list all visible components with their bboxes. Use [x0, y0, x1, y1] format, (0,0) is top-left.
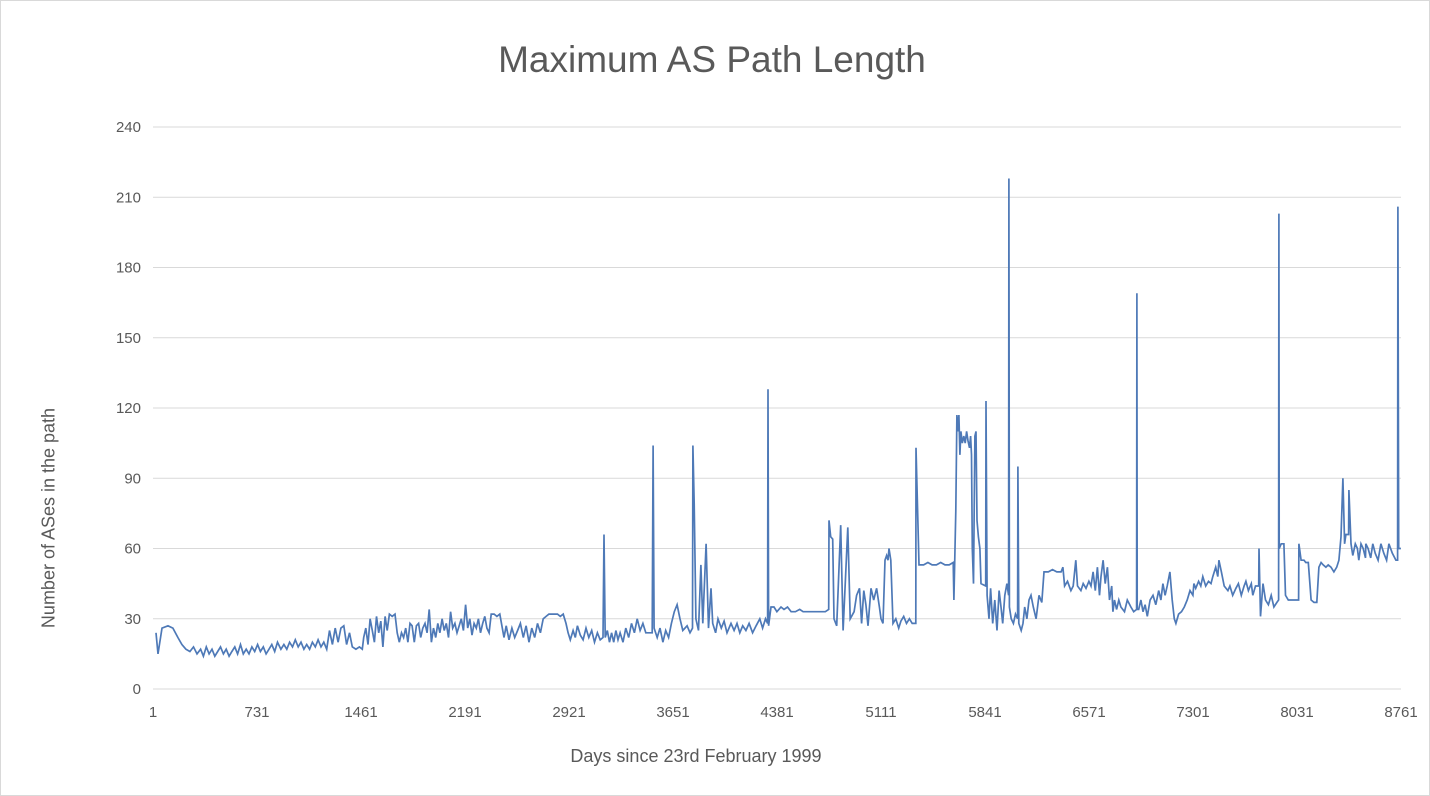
x-tick-label: 2191	[448, 704, 481, 721]
x-tick-label: 2921	[552, 704, 585, 721]
y-tick-label: 180	[116, 260, 141, 277]
y-tick-labels: 0 30 60 90 120 150 180 210 240	[116, 119, 141, 698]
series-line	[155, 178, 1401, 659]
y-tick-label: 0	[133, 681, 141, 698]
y-tick-label: 120	[116, 400, 141, 417]
y-tick-label: 30	[124, 611, 141, 628]
x-tick-label: 3651	[656, 704, 689, 721]
y-tick-label: 210	[116, 189, 141, 206]
x-tick-label: 1461	[344, 704, 377, 721]
chart-title: Maximum AS Path Length	[498, 39, 926, 80]
x-tick-label: 6571	[1072, 704, 1105, 721]
y-tick-label: 150	[116, 330, 141, 347]
x-tick-label: 8761	[1384, 704, 1417, 721]
x-tick-label: 5111	[865, 704, 896, 721]
x-tick-label: 731	[244, 704, 269, 721]
y-tick-label: 90	[124, 470, 141, 487]
x-tick-label: 8031	[1280, 704, 1313, 721]
x-tick-label: 1	[149, 704, 157, 721]
x-axis-title: Days since 23rd February 1999	[570, 746, 822, 766]
x-tick-label: 4381	[760, 704, 793, 721]
x-tick-label: 5841	[968, 704, 1001, 721]
y-tick-label: 60	[124, 541, 141, 558]
x-tick-label: 7301	[1176, 704, 1209, 721]
y-gridlines	[153, 126, 1401, 690]
y-tick-label: 240	[116, 119, 141, 136]
x-tick-labels: 1 731 1461 2191 2921 3651 4381 5111 5841 6571 7301…	[149, 704, 1418, 721]
